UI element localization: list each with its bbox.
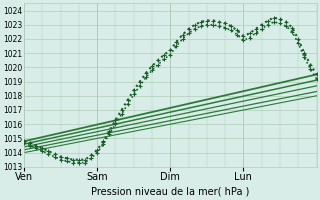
X-axis label: Pression niveau de la mer( hPa ): Pression niveau de la mer( hPa ) (91, 187, 250, 197)
